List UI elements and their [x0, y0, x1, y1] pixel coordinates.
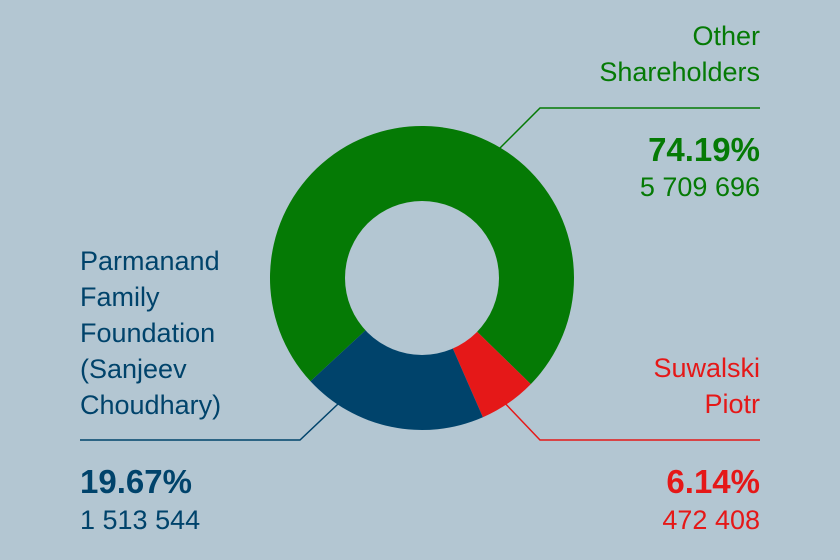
label-other-shareholders: Other Shareholders	[599, 18, 760, 90]
label-parmanand-family-foundation: Parmanand Family Foundation (Sanjeev Cho…	[80, 243, 221, 423]
donut-hole	[345, 201, 499, 355]
count-parmanand-family-foundation: 1 513 544	[80, 505, 201, 535]
percent-parmanand-family-foundation: 19.67%	[80, 463, 192, 500]
slice-parmanand-family-foundation-sanjeev-choudhary	[310, 278, 483, 430]
leader-line-other	[497, 107, 760, 151]
label-line: Choudhary)	[80, 390, 222, 420]
label-line: Parmanand	[80, 246, 220, 276]
count-other-shareholders: 5 709 696	[639, 172, 760, 202]
label-line: Shareholders	[599, 57, 760, 87]
percent-suwalski-piotr: 6.14%	[666, 463, 760, 500]
label-line: Other	[692, 21, 760, 51]
label-line: Family	[80, 282, 160, 312]
label-line: Piotr	[704, 389, 760, 419]
label-suwalski-piotr: Suwalski Piotr	[653, 350, 760, 422]
leader-line-parmanand	[80, 403, 339, 441]
percent-other-shareholders: 74.19%	[648, 131, 760, 168]
leader-line-suwalski	[499, 397, 760, 441]
label-line: Suwalski	[653, 353, 760, 383]
label-line: (Sanjeev	[80, 354, 187, 384]
label-line: Foundation	[80, 318, 216, 348]
count-suwalski-piotr: 472 408	[662, 505, 760, 535]
